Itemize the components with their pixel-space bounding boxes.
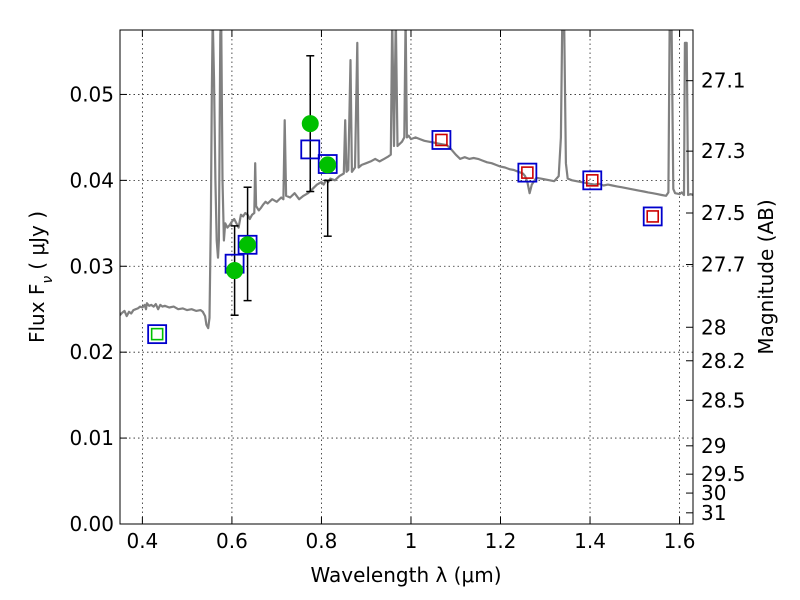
model-photometry-square <box>642 206 663 227</box>
y-axis-label-unit: ( μJy ) <box>25 211 49 270</box>
model-photometry-square <box>237 234 258 255</box>
y2-tick-label: 28.2 <box>701 349 746 373</box>
x-tick-labels: 0.4 0.6 0.8 1 1.2 1.4 1.6 <box>126 529 695 553</box>
observed-photometry-square <box>150 327 164 341</box>
observed-photometry-point <box>319 156 337 174</box>
observed-photometry-point <box>226 262 244 280</box>
y2-tick-label: 27.1 <box>701 69 746 93</box>
x-axis-label: Wavelength λ (μm) <box>310 563 501 587</box>
observed-photometry-square <box>646 210 660 223</box>
x-tick-label: 0.4 <box>126 529 158 553</box>
photometry-markers <box>147 115 663 345</box>
y-tick-label: 0.04 <box>69 168 114 192</box>
model-photometry-square <box>147 324 168 345</box>
observed-photometry-square <box>585 174 599 187</box>
y2-tick-label: 30 <box>701 481 726 505</box>
model-photometry-square <box>431 130 452 150</box>
y2-tick-label: 28.5 <box>701 388 746 412</box>
y-tick-label: 0.05 <box>69 82 114 106</box>
plot-frame <box>119 29 694 525</box>
x-tick-label: 0.6 <box>216 529 248 553</box>
x-tick-label: 1.2 <box>485 529 517 553</box>
y-axis-label-group: Flux Fν ( μJy ) <box>25 211 56 343</box>
model-photometry-square <box>517 162 538 183</box>
observed-photometry-square <box>521 166 534 179</box>
y2-tick-label: 31 <box>701 501 726 525</box>
model-photometry-square <box>582 170 603 191</box>
x-tick-label: 0.8 <box>306 529 338 553</box>
y-tick-label: 0.02 <box>69 340 114 364</box>
y-axis-label-subscript: ν <box>40 276 56 284</box>
y2-tick-label: 29 <box>701 434 726 458</box>
y2-tick-label: 29.5 <box>701 462 746 486</box>
y2-axis-label: Magnitude (AB) <box>754 199 778 354</box>
y2-tick-label: 27.5 <box>701 201 746 225</box>
model-spectrum <box>120 30 693 330</box>
axis-ticks <box>120 30 693 525</box>
y2-tick-label: 27.7 <box>701 253 746 277</box>
observed-photometry-point <box>301 115 319 133</box>
y-axis-label: Flux Fν ( μJy ) <box>25 211 56 343</box>
y-tick-label: 0.01 <box>69 426 114 450</box>
y-tick-label: 0.03 <box>69 254 114 278</box>
y2-tick-label: 28 <box>701 315 726 339</box>
spectrum-line <box>120 30 693 330</box>
y2-axis-label-group: Magnitude (AB) <box>754 199 778 354</box>
observed-photometry-square <box>435 133 448 147</box>
y2-tick-label: 27.3 <box>701 139 746 163</box>
y-tick-label: 0.00 <box>69 512 114 536</box>
model-photometry-square <box>300 139 321 160</box>
x-tick-label: 1.6 <box>664 529 696 553</box>
x-tick-label: 1.4 <box>574 529 606 553</box>
x-tick-label: 1 <box>405 529 418 553</box>
observed-photometry-point <box>239 236 257 254</box>
y-tick-labels: 0.00 0.01 0.02 0.03 0.04 0.05 <box>69 82 114 536</box>
y-axis-label-main: Flux F <box>25 284 49 343</box>
